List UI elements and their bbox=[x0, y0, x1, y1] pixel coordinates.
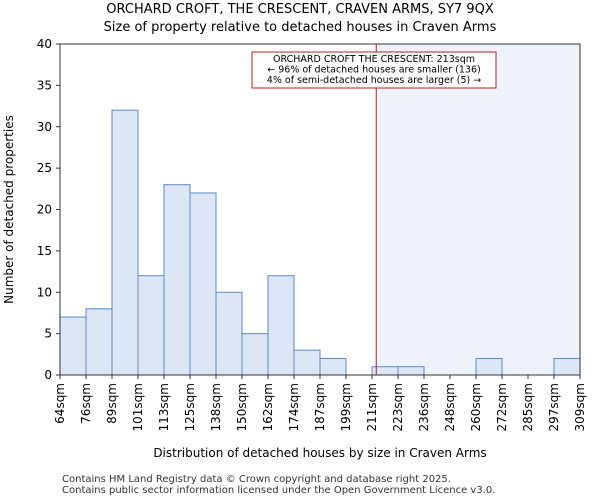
bar-125sqm bbox=[189, 192, 217, 376]
bar-162sqm bbox=[267, 275, 295, 376]
bar-76sqm bbox=[85, 308, 113, 376]
x-tick-label-113sqm: 113sqm bbox=[157, 383, 171, 431]
x-tick-label-272sqm: 272sqm bbox=[495, 383, 509, 431]
y-tick-label-20: 20 bbox=[37, 203, 52, 217]
x-tick-label-64sqm: 64sqm bbox=[53, 383, 67, 424]
bar-101sqm bbox=[137, 275, 165, 376]
x-tick-label-223sqm: 223sqm bbox=[391, 383, 405, 431]
y-tick-label-25: 25 bbox=[37, 161, 52, 175]
bar-187sqm bbox=[319, 357, 347, 376]
x-tick-label-150sqm: 150sqm bbox=[235, 383, 249, 431]
bar-64sqm bbox=[59, 316, 87, 376]
x-tick-label-248sqm: 248sqm bbox=[443, 383, 457, 431]
y-tick-label-40: 40 bbox=[37, 37, 52, 51]
x-tick-label-125sqm: 125sqm bbox=[183, 383, 197, 431]
x-tick-label-199sqm: 199sqm bbox=[339, 383, 353, 431]
bar-138sqm bbox=[215, 291, 243, 376]
y-axis-label: Number of detached properties bbox=[2, 115, 16, 304]
bar-223sqm bbox=[397, 366, 425, 376]
chart-subtitle: Size of property relative to detached ho… bbox=[103, 20, 497, 35]
footer-line-2: Contains public sector information licen… bbox=[62, 485, 496, 496]
bar-174sqm bbox=[293, 349, 321, 376]
x-tick-label-309sqm: 309sqm bbox=[573, 383, 587, 431]
bar-297sqm bbox=[553, 357, 581, 376]
y-tick-label-15: 15 bbox=[37, 244, 52, 258]
y-tick-label-35: 35 bbox=[37, 78, 52, 92]
y-tick-label-5: 5 bbox=[44, 327, 52, 341]
x-tick-label-76sqm: 76sqm bbox=[79, 383, 93, 424]
y-tick-label-10: 10 bbox=[37, 285, 52, 299]
x-tick-label-174sqm: 174sqm bbox=[287, 383, 301, 431]
x-tick-label-260sqm: 260sqm bbox=[469, 383, 483, 431]
annotation-box bbox=[251, 51, 497, 89]
annotation-line3: 4% of semi-detached houses are larger (5… bbox=[267, 75, 481, 86]
highlight-region bbox=[376, 44, 580, 375]
x-tick-label-89sqm: 89sqm bbox=[105, 383, 119, 424]
x-tick-label-187sqm: 187sqm bbox=[313, 383, 327, 431]
x-tick-label-138sqm: 138sqm bbox=[209, 383, 223, 431]
annotation-line1: ORCHARD CROFT THE CRESCENT: 213sqm bbox=[273, 54, 475, 65]
bar-150sqm bbox=[241, 333, 269, 376]
y-tick-label-30: 30 bbox=[37, 120, 52, 134]
x-tick-label-101sqm: 101sqm bbox=[131, 383, 145, 431]
chart-title: ORCHARD CROFT, THE CRESCENT, CRAVEN ARMS… bbox=[106, 2, 494, 17]
x-tick-label-285sqm: 285sqm bbox=[521, 383, 535, 431]
x-tick-label-297sqm: 297sqm bbox=[547, 383, 561, 431]
x-axis-label: Distribution of detached houses by size … bbox=[153, 446, 486, 460]
bar-89sqm bbox=[111, 109, 139, 376]
y-tick-label-0: 0 bbox=[44, 368, 52, 382]
bar-260sqm bbox=[475, 357, 503, 376]
footer-line-1: Contains HM Land Registry data © Crown c… bbox=[62, 474, 451, 485]
x-tick-label-236sqm: 236sqm bbox=[417, 383, 431, 431]
annotation-line2: ← 96% of detached houses are smaller (13… bbox=[267, 65, 480, 76]
x-tick-label-162sqm: 162sqm bbox=[261, 383, 275, 431]
x-tick-label-211sqm: 211sqm bbox=[365, 383, 379, 431]
bar-113sqm bbox=[163, 184, 191, 376]
